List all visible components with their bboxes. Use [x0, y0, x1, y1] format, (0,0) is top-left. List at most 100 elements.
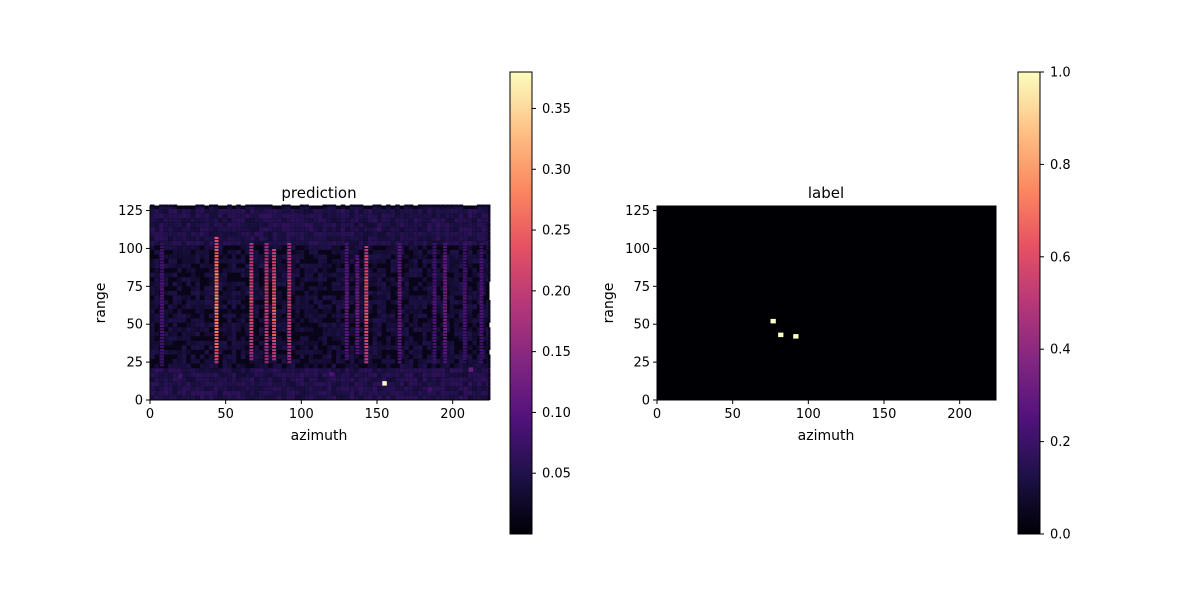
- heatmap-cell: [377, 218, 382, 223]
- heatmap-cell: [254, 381, 259, 387]
- heatmap-cell: [417, 313, 423, 319]
- heatmap-cell: [177, 350, 182, 355]
- heatmap-column-cell: [443, 291, 447, 294]
- heatmap-cell: [336, 354, 341, 359]
- heatmap-cell: [358, 259, 364, 264]
- heatmap-cell: [454, 209, 459, 214]
- heatmap-cell: [181, 381, 187, 387]
- heatmap-column-cell: [287, 288, 292, 291]
- heatmap-cell: [254, 386, 259, 391]
- heatmap-cell: [390, 313, 396, 319]
- heatmap-cell: [259, 286, 264, 291]
- heatmap-cell: [431, 236, 436, 241]
- heatmap-cell: [413, 209, 418, 214]
- heatmap-cell: [168, 204, 173, 209]
- heatmap-cell: [181, 372, 187, 378]
- heatmap-cell: [172, 336, 178, 341]
- heatmap-cell: [399, 250, 405, 255]
- heatmap-column-cell: [432, 282, 437, 285]
- heatmap-cell: [154, 209, 159, 214]
- heatmap-cell: [299, 227, 305, 232]
- heatmap-cell: [431, 231, 436, 237]
- heatmap-cell: [231, 286, 237, 291]
- heatmap-cell: [299, 240, 305, 246]
- heatmap-column-cell: [287, 327, 292, 330]
- heatmap-cell: [154, 290, 159, 296]
- heatmap-cell: [199, 209, 205, 214]
- heatmap-cell: [322, 372, 327, 378]
- heatmap-cell: [399, 354, 405, 359]
- heatmap-cell: [386, 277, 391, 282]
- heatmap-cell: [254, 350, 259, 355]
- heatmap-column-cell: [214, 324, 219, 327]
- heatmap-cell: [404, 368, 409, 373]
- heatmap-cell: [150, 236, 155, 241]
- heatmap-cell: [213, 363, 219, 369]
- heatmap-cell: [218, 390, 223, 396]
- heatmap-column-cell: [344, 352, 349, 355]
- heatmap-cell: [486, 250, 491, 255]
- heatmap-cell: [458, 231, 464, 237]
- heatmap-cell: [427, 340, 432, 346]
- label-colorbar: [1017, 71, 1041, 535]
- heatmap-cell: [467, 377, 473, 382]
- heatmap-cell: [404, 222, 409, 228]
- heatmap-cell: [331, 204, 337, 209]
- heatmap-cell: [395, 268, 400, 273]
- heatmap-cell: [186, 209, 191, 214]
- heatmap-cell: [195, 250, 200, 255]
- heatmap-cell: [358, 240, 364, 246]
- heatmap-cell: [340, 250, 346, 255]
- heatmap-cell: [209, 300, 214, 305]
- heatmap-cell: [245, 395, 250, 400]
- heatmap-cell: [449, 390, 455, 396]
- heatmap-cell: [295, 322, 300, 328]
- heatmap-cell: [209, 209, 214, 214]
- heatmap-cell: [277, 259, 282, 264]
- heatmap-cell: [449, 350, 455, 355]
- heatmap-cell: [268, 336, 273, 341]
- heatmap-cell: [372, 250, 377, 255]
- heatmap-cell: [481, 281, 486, 287]
- heatmap-cell: [168, 259, 173, 264]
- heatmap-cell: [381, 254, 386, 259]
- heatmap-column-cell: [462, 258, 467, 261]
- heatmap-cell: [390, 231, 396, 237]
- heatmap-cell: [254, 372, 259, 378]
- heatmap-cell: [181, 318, 187, 323]
- heatmap-cell: [399, 363, 405, 369]
- heatmap-cell: [295, 309, 300, 314]
- heatmap-column-cell: [462, 267, 467, 270]
- heatmap-column-cell: [397, 291, 402, 294]
- heatmap-cell: [308, 240, 314, 246]
- heatmap-cell: [190, 304, 196, 309]
- heatmap-cell: [454, 259, 459, 264]
- heatmap-cell: [354, 363, 359, 369]
- heatmap-cell: [281, 345, 287, 350]
- heatmap-cell: [367, 218, 373, 223]
- heatmap-cell: [150, 386, 155, 391]
- heatmap-cell: [240, 227, 246, 232]
- heatmap-cell: [431, 213, 436, 219]
- label-axes-frame: [656, 205, 997, 401]
- colorbar-tick-label: 0.4: [1050, 343, 1071, 358]
- heatmap-cell: [390, 368, 396, 373]
- heatmap-cell: [458, 372, 464, 378]
- heatmap-cell: [377, 350, 382, 355]
- heatmap-column-cell: [160, 309, 164, 312]
- heatmap-cell: [372, 277, 377, 282]
- x-tick-label: 50: [217, 407, 234, 422]
- heatmap-cell: [304, 213, 309, 219]
- heatmap-cell: [227, 327, 232, 332]
- heatmap-cell: [268, 395, 273, 400]
- heatmap-cell: [259, 290, 264, 296]
- heatmap-cell: [377, 372, 382, 378]
- heatmap-cell: [476, 386, 482, 391]
- y-tick-label: 125: [625, 204, 650, 219]
- heatmap-cell: [427, 231, 432, 237]
- heatmap-cell: [399, 240, 405, 246]
- heatmap-cell: [295, 213, 300, 219]
- heatmap-cell: [177, 318, 182, 323]
- heatmap-cell: [436, 281, 441, 287]
- heatmap-cell: [154, 281, 159, 287]
